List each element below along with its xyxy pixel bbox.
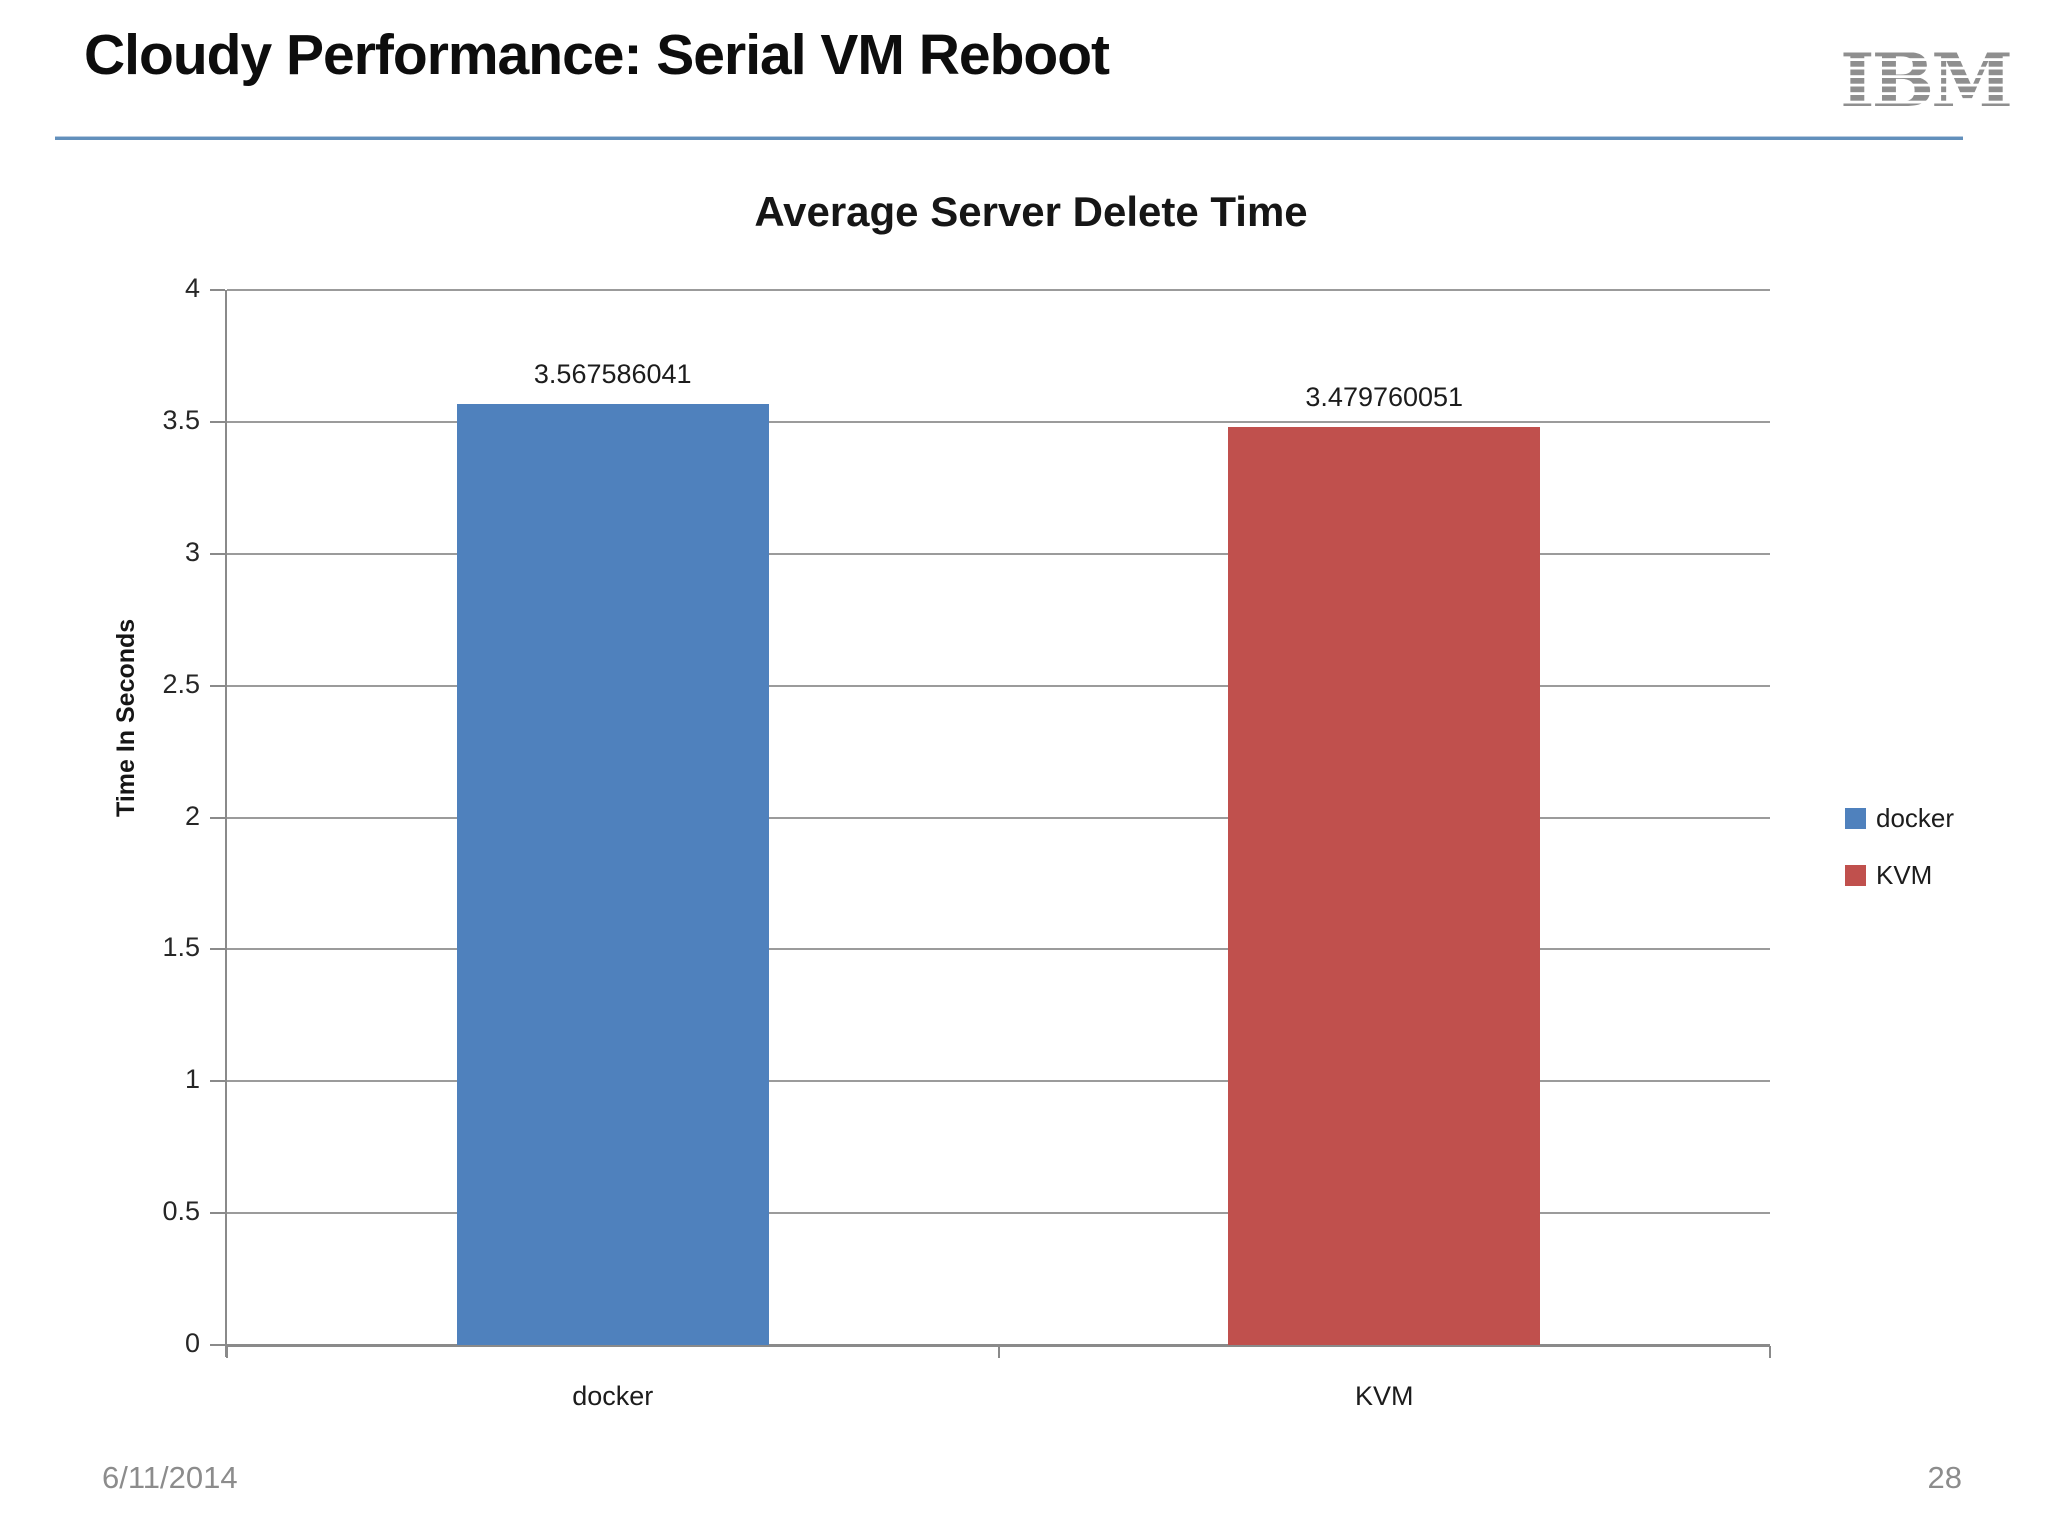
legend-label: KVM — [1876, 860, 1933, 890]
gridline — [227, 816, 1770, 819]
gridline — [227, 552, 1770, 555]
legend-swatch — [1845, 865, 1866, 886]
plot-area: 0 0.5 1 1.5 2 2.5 3 3.5 4 3.567586041 3.479760051 — [162, 273, 1771, 1358]
chart-title: Average Server Delete Time — [754, 188, 1308, 235]
x-axis-tick — [1769, 1346, 1771, 1358]
bar-docker — [456, 404, 769, 1345]
ibm-logo-text: IBM — [1842, 44, 2010, 112]
bar-value-label: 3.567586041 — [533, 359, 692, 390]
y-tick-label: 1 — [184, 1064, 200, 1095]
y-tick-label: 3.5 — [162, 404, 200, 435]
y-tick-label: 3 — [184, 536, 200, 567]
y-axis-tick — [210, 552, 225, 555]
x-axis-line — [225, 1344, 1770, 1347]
footer-date: 6/11/2014 — [102, 1460, 238, 1495]
page-number: 28 — [1927, 1460, 1962, 1495]
gridline — [227, 948, 1770, 951]
y-tick-label: 4 — [184, 273, 200, 303]
bar-value-label: 3.479760051 — [1305, 382, 1464, 413]
y-axis-tick — [210, 420, 225, 423]
gridline — [227, 420, 1770, 423]
legend-item-docker: docker — [1845, 803, 1954, 834]
y-axis-tick — [210, 1344, 225, 1346]
bar-KVM — [1228, 427, 1541, 1345]
chart-legend: docker KVM — [1845, 803, 1954, 917]
y-axis-tick — [210, 1080, 225, 1083]
y-axis-tick — [210, 816, 225, 819]
x-axis-tick — [226, 1346, 228, 1358]
gridline — [227, 289, 1770, 291]
legend-label: docker — [1876, 803, 1955, 833]
legend-item-KVM: KVM — [1845, 860, 1954, 891]
y-tick-label: 1.5 — [162, 932, 200, 963]
y-axis-line — [225, 290, 227, 1357]
title-underline — [55, 136, 1963, 140]
x-axis-tick — [997, 1346, 1000, 1358]
y-tick-label: 0.5 — [162, 1196, 200, 1227]
y-axis-tick — [210, 948, 225, 951]
page-title: Cloudy Performance: Serial VM Reboot — [84, 23, 1110, 87]
x-category-label: docker — [572, 1381, 654, 1411]
gridline — [227, 1080, 1770, 1083]
x-category-label: KVM — [1354, 1381, 1414, 1411]
y-tick-label: 2.5 — [162, 668, 200, 699]
y-tick-label: 0 — [184, 1328, 200, 1358]
ibm-logo-icon: IBM — [1842, 44, 2012, 112]
y-axis-tick — [210, 684, 225, 687]
y-tick-label: 2 — [184, 800, 200, 831]
gridline — [227, 684, 1770, 687]
legend-swatch — [1845, 808, 1866, 829]
y-axis-tick — [210, 289, 225, 291]
y-axis-tick — [210, 1212, 225, 1215]
gridline — [227, 1212, 1770, 1215]
